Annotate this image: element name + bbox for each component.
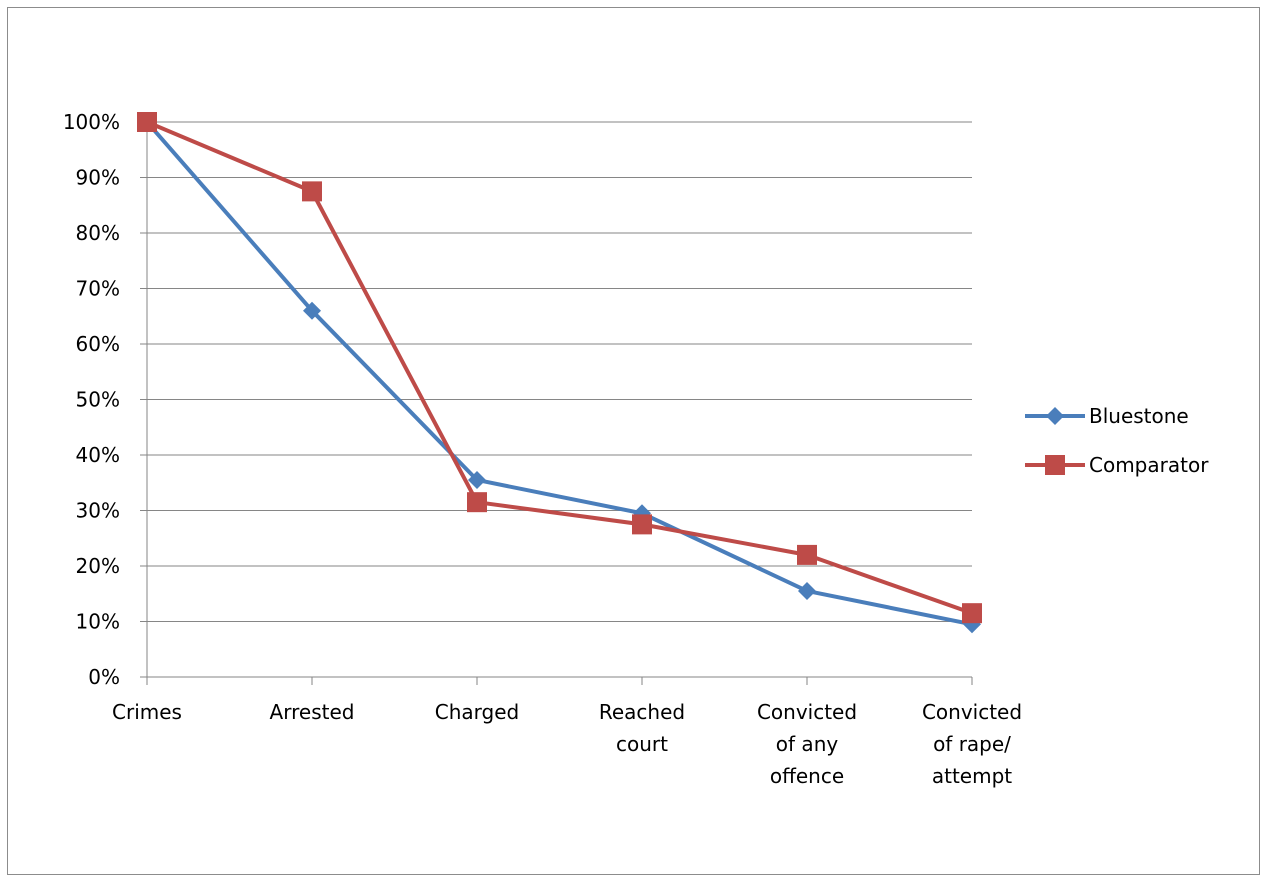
x-tick-label: Convicted of any offence [757, 700, 857, 788]
x-tick-labels: Crimes Arrested Charged Reached court Convict… [112, 700, 1022, 788]
series-layer [137, 112, 982, 634]
y-tick-label: 30% [76, 499, 120, 523]
y-tick-label: 60% [76, 332, 120, 356]
legend-comparator-label: Comparator [1089, 453, 1209, 477]
comparator-point [302, 181, 322, 202]
legend-comparator-marker [1045, 455, 1065, 475]
x-tick-label: Reached court [599, 700, 685, 756]
comparator-point [797, 544, 817, 565]
y-tick-label: 80% [76, 221, 120, 245]
y-tick-label: 50% [76, 388, 120, 412]
y-tick-label: 40% [76, 443, 120, 467]
x-tick-label: Arrested [270, 700, 355, 724]
y-tick-label: 10% [76, 610, 120, 634]
bluestone-series-line [145, 120, 973, 627]
y-tick-labels: 0% 10% 20% 30% 40% 50% 60% 70% 80% 90% 100% [63, 110, 120, 689]
comparator-point [137, 112, 157, 132]
y-tick-label: 0% [88, 665, 120, 689]
comparator-point [467, 492, 487, 513]
x-tick-label: Charged [435, 700, 519, 724]
x-tick-label: Convicted of rape/attempt [922, 700, 1022, 788]
y-tick-label: 100% [63, 110, 120, 134]
comparator-point [962, 603, 982, 624]
bluestone-point [303, 301, 321, 320]
x-tick-label: Crimes [112, 700, 182, 724]
gridlines [147, 121, 972, 622]
legend-bluestone-marker [1046, 407, 1064, 425]
bluestone-point [468, 470, 486, 489]
y-tick-label: 70% [76, 277, 120, 301]
y-tick-label: 20% [76, 554, 120, 578]
bluestone-point [798, 581, 816, 600]
legend: Bluestone Comparator [1025, 404, 1209, 477]
comparator-series-line [146, 120, 973, 616]
legend-bluestone-label: Bluestone [1089, 404, 1189, 428]
y-tick-label: 90% [76, 166, 120, 190]
comparator-point [632, 514, 652, 535]
